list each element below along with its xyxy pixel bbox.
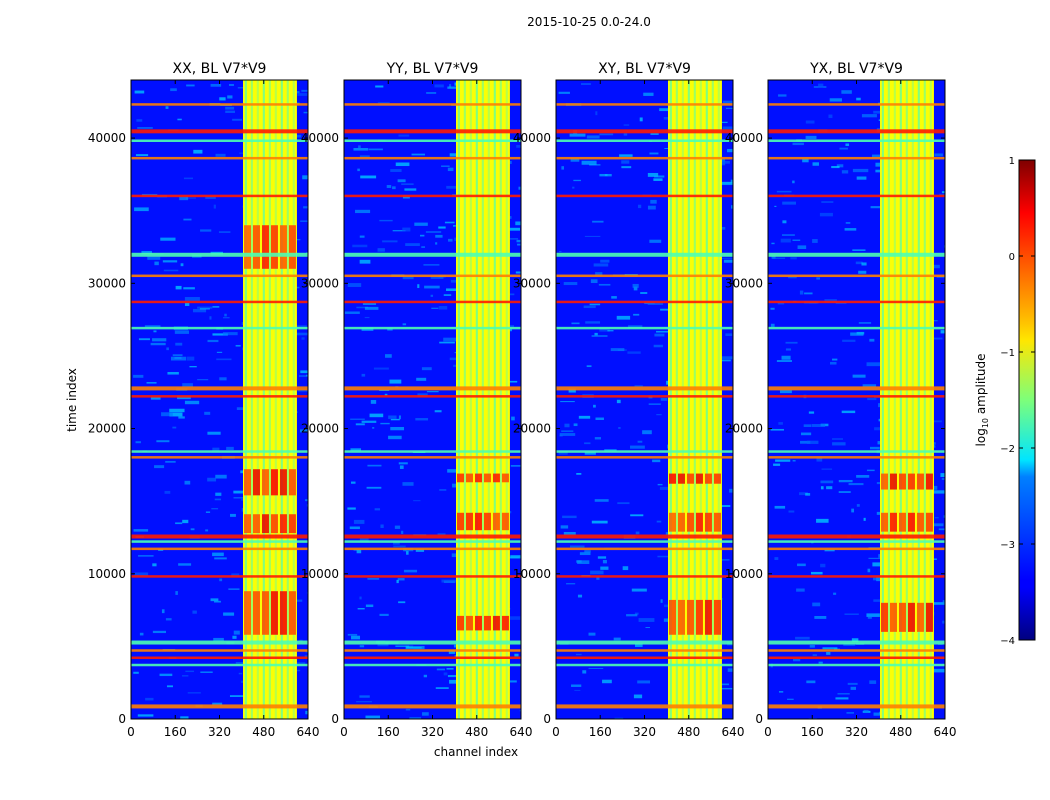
panel-title: XX, BL V7*V9 <box>173 61 267 77</box>
y-tick-label: 0 <box>118 712 126 726</box>
y-tick-label: 40000 <box>301 131 339 145</box>
x-tick-label: 0 <box>552 725 560 739</box>
x-tick-label: 640 <box>510 725 533 739</box>
y-tick-label: 0 <box>331 712 339 726</box>
x-tick-label: 0 <box>340 725 348 739</box>
y-tick-label: 30000 <box>88 276 126 290</box>
x-tick-label: 640 <box>722 725 745 739</box>
heatmap-panel-1: YY, BL V7*V9 0 160 320 480 640 0 10000 20000 3000… <box>301 61 533 739</box>
y-tick-label: 30000 <box>513 276 551 290</box>
x-tick-label: 320 <box>421 725 444 739</box>
colorbar-gradient <box>1018 159 1036 641</box>
colorbar-label: log10 amplitude <box>974 354 990 447</box>
x-tick-label: 160 <box>164 725 187 739</box>
colorbar-label-rest: amplitude <box>974 354 988 418</box>
x-tick-label: 480 <box>677 725 700 739</box>
x-tick-label: 480 <box>465 725 488 739</box>
panel-title: YY, BL V7*V9 <box>386 61 479 77</box>
x-tick-label: 480 <box>252 725 275 739</box>
y-tick-label: 10000 <box>88 567 126 581</box>
panel-title: YX, BL V7*V9 <box>809 61 903 77</box>
y-tick-label: 30000 <box>301 276 339 290</box>
y-tick-label: 20000 <box>725 422 763 436</box>
y-tick-label: 20000 <box>88 422 126 436</box>
y-tick-label: 40000 <box>725 131 763 145</box>
colorbar-tick-label: −4 <box>1000 636 1015 647</box>
x-tick-label: 320 <box>633 725 656 739</box>
heatmap-cells <box>131 80 308 719</box>
y-axis-label: time index <box>65 368 79 432</box>
x-tick-label: 640 <box>934 725 957 739</box>
y-tick-label: 10000 <box>513 567 551 581</box>
panel-title: XY, BL V7*V9 <box>598 61 691 77</box>
colorbar-tick-label: 0 <box>1009 252 1015 263</box>
x-tick-label: 0 <box>127 725 135 739</box>
x-tick-label: 0 <box>764 725 772 739</box>
colorbar-label-subscript: 10 <box>981 418 990 428</box>
x-tick-label: 160 <box>801 725 824 739</box>
colorbar-tick-label: 1 <box>1009 156 1015 167</box>
x-tick-label: 160 <box>589 725 612 739</box>
heatmap-cells <box>768 80 945 719</box>
y-tick-label: 40000 <box>513 131 551 145</box>
x-tick-label: 320 <box>845 725 868 739</box>
y-tick-label: 10000 <box>301 567 339 581</box>
colorbar-ticks: 1 0 −1 −2 −3 −4 <box>1000 156 1035 647</box>
heatmap-panel-0: XX, BL V7*V9 0 160 320 480 640 0 10000 20000 3000… <box>88 61 320 739</box>
x-tick-label: 480 <box>889 725 912 739</box>
y-tick-label: 0 <box>543 712 551 726</box>
heatmap-cells <box>344 80 521 719</box>
x-axis-label: channel index <box>434 745 518 759</box>
y-tick-label: 30000 <box>725 276 763 290</box>
y-tick-label: 10000 <box>725 567 763 581</box>
y-tick-label: 20000 <box>301 422 339 436</box>
x-tick-label: 640 <box>297 725 320 739</box>
x-tick-label: 320 <box>208 725 231 739</box>
colorbar-tick-label: −2 <box>1000 444 1015 455</box>
colorbar: 10−1−2−3−4 log10 amplitude <box>974 156 1036 647</box>
colorbar-label-base: log <box>974 428 988 446</box>
colorbar-tick-label: −1 <box>1000 348 1015 359</box>
heatmap-cells <box>556 80 733 719</box>
y-tick-label: 20000 <box>513 422 551 436</box>
colorbar-tick-label: −3 <box>1000 540 1015 551</box>
heatmap-panel-3: YX, BL V7*V9 0 160 320 480 640 0 10000 20000 3000… <box>725 61 957 739</box>
heatmap-panels: XX, BL V7*V9 0 160 320 480 640 0 10000 20000 3000… <box>88 61 957 739</box>
y-tick-label: 0 <box>755 712 763 726</box>
x-tick-label: 160 <box>377 725 400 739</box>
heatmap-panel-2: XY, BL V7*V9 0 160 320 480 640 0 10000 20000 3000… <box>513 61 745 739</box>
y-tick-label: 40000 <box>88 131 126 145</box>
figure-suptitle: 2015-10-25 0.0-24.0 <box>527 15 651 29</box>
